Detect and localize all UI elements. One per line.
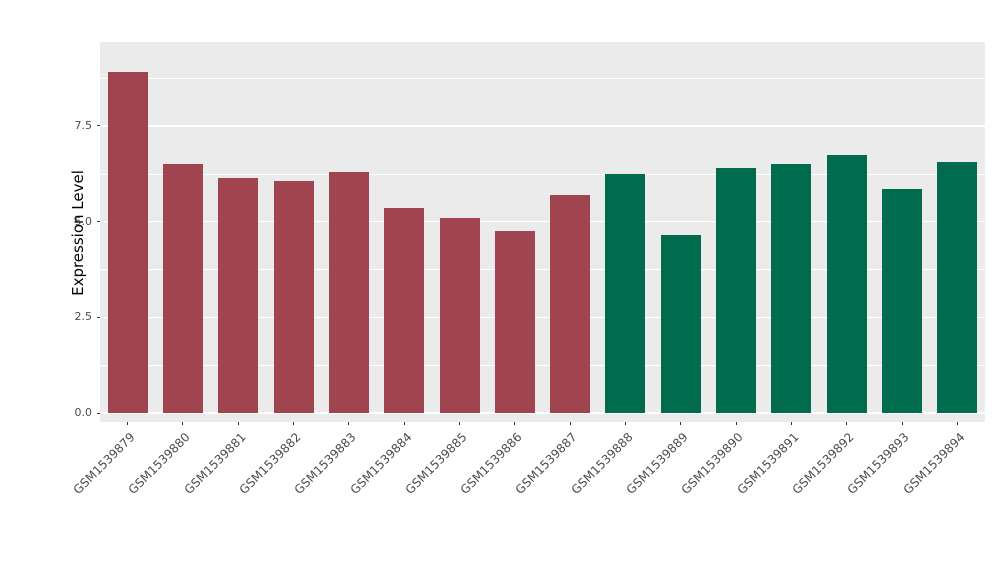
bar — [826, 154, 867, 413]
bar — [937, 162, 978, 413]
x-tick-mark — [680, 422, 682, 425]
bar — [439, 217, 480, 413]
bar — [162, 164, 203, 413]
bar — [218, 177, 259, 413]
bar — [273, 181, 314, 413]
bar — [605, 173, 646, 413]
x-tick-mark — [624, 422, 626, 425]
x-tick-mark — [514, 422, 516, 425]
minor-gridline — [100, 78, 985, 79]
major-gridline — [100, 220, 985, 223]
y-tick-mark — [97, 316, 100, 318]
major-gridline — [100, 316, 985, 319]
x-tick-mark — [459, 422, 461, 425]
major-gridline — [100, 125, 985, 127]
minor-gridline — [100, 269, 985, 271]
y-tick-label: 7.5 — [74, 118, 93, 132]
bar — [660, 235, 701, 413]
x-tick-mark — [735, 422, 737, 425]
bar — [107, 72, 148, 413]
minor-gridline — [100, 173, 985, 175]
bar — [716, 168, 757, 413]
y-axis-title: Expression Level — [69, 170, 87, 296]
x-tick-mark — [403, 422, 405, 425]
bar — [384, 208, 425, 413]
x-tick-mark — [293, 422, 295, 425]
x-tick-mark — [846, 422, 848, 425]
x-tick-mark — [182, 422, 184, 425]
bar — [328, 171, 369, 413]
bar — [771, 164, 812, 413]
bar — [494, 231, 535, 413]
y-tick-mark — [97, 412, 100, 414]
major-gridline — [100, 412, 985, 414]
plot-panel — [100, 42, 985, 422]
x-tick-mark — [901, 422, 903, 425]
x-tick-mark — [237, 422, 239, 425]
y-tick-label: 0.0 — [74, 406, 93, 419]
x-tick-mark — [127, 422, 129, 425]
y-tick-label: 2.5 — [74, 310, 93, 324]
x-tick-mark — [569, 422, 571, 425]
y-tick-mark — [97, 125, 100, 127]
minor-gridline — [100, 365, 985, 366]
y-tick-label: 5.0 — [74, 214, 93, 228]
bar — [882, 189, 923, 413]
x-tick-mark — [790, 422, 792, 425]
bar — [550, 194, 591, 413]
x-tick-mark — [348, 422, 350, 425]
x-tick-mark — [956, 422, 958, 425]
y-tick-mark — [97, 221, 100, 223]
